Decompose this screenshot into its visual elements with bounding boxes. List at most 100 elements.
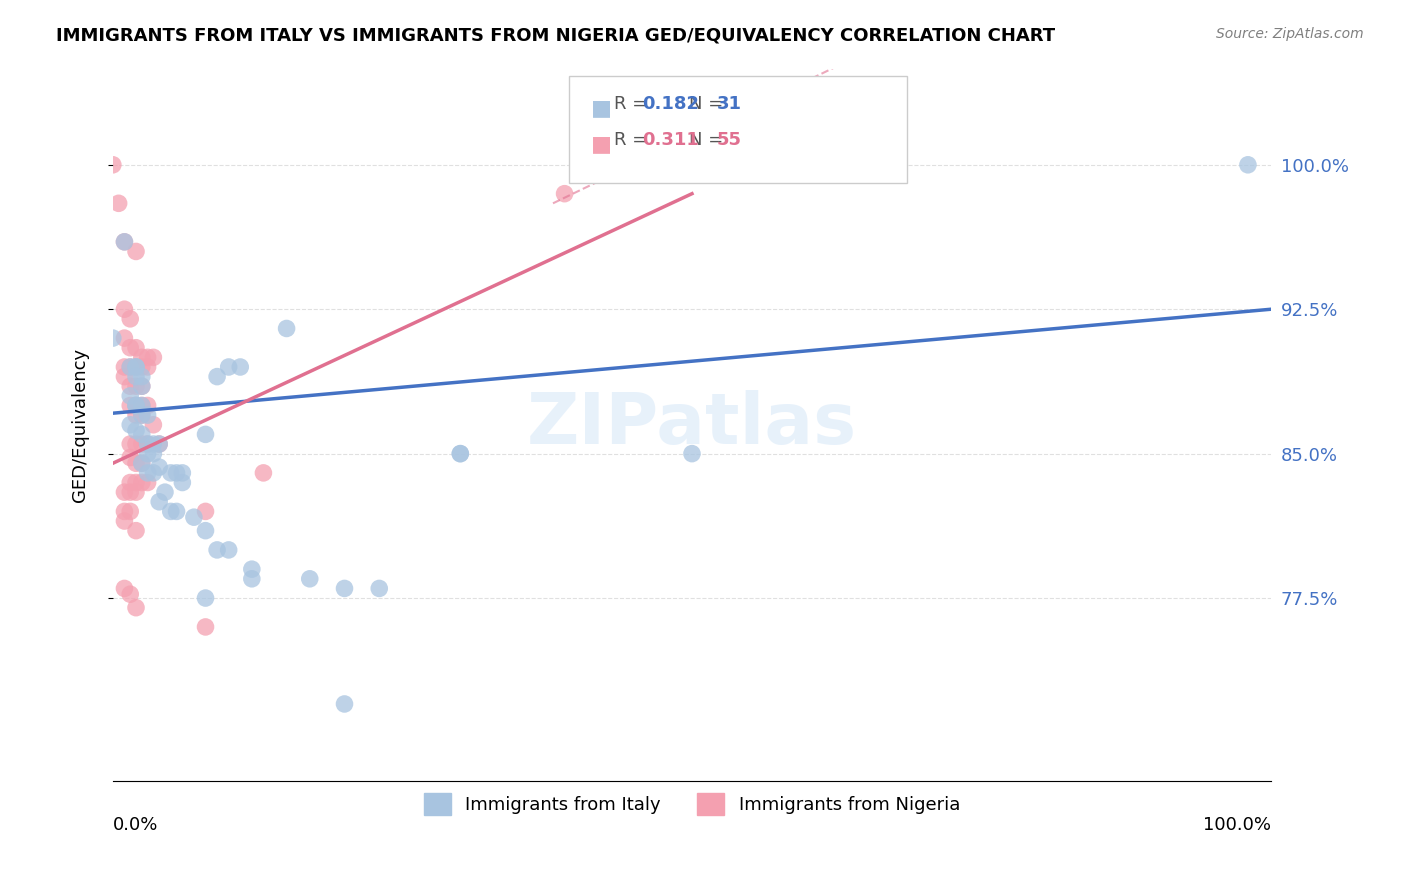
Immigrants from Italy	[172, 475, 194, 490]
Text: 0.311: 0.311	[643, 131, 699, 149]
Immigrants from Nigeria	[131, 351, 153, 365]
Immigrants from Nigeria	[114, 369, 136, 384]
Immigrants from Italy	[114, 235, 136, 249]
Immigrants from Italy	[229, 359, 252, 374]
Immigrants from Italy	[131, 369, 153, 384]
Immigrants from Italy	[205, 369, 228, 384]
Immigrants from Italy	[131, 427, 153, 442]
Text: 31: 31	[717, 95, 742, 113]
Immigrants from Italy	[194, 524, 217, 538]
Immigrants from Italy	[194, 591, 217, 605]
Text: ■: ■	[591, 134, 612, 153]
Immigrants from Italy	[142, 437, 165, 451]
Legend: Immigrants from Italy, Immigrants from Nigeria: Immigrants from Italy, Immigrants from N…	[416, 785, 967, 822]
Text: 0.0%: 0.0%	[112, 815, 159, 834]
Immigrants from Nigeria	[136, 399, 159, 413]
Immigrants from Italy	[194, 427, 217, 442]
Text: N =: N =	[689, 95, 728, 113]
Immigrants from Nigeria	[554, 186, 576, 201]
Immigrants from Italy	[125, 424, 148, 438]
Y-axis label: GED/Equivalency: GED/Equivalency	[72, 348, 89, 502]
Immigrants from Nigeria	[136, 437, 159, 451]
Immigrants from Italy	[240, 572, 263, 586]
Immigrants from Nigeria	[131, 456, 153, 470]
Immigrants from Nigeria	[125, 524, 148, 538]
Immigrants from Nigeria	[148, 437, 170, 451]
Immigrants from Italy	[153, 485, 176, 500]
Text: N =: N =	[689, 131, 728, 149]
Immigrants from Nigeria	[125, 244, 148, 259]
Immigrants from Nigeria	[136, 475, 159, 490]
Immigrants from Nigeria	[125, 456, 148, 470]
Immigrants from Nigeria	[131, 359, 153, 374]
Immigrants from Italy	[368, 582, 391, 596]
Immigrants from Italy	[240, 562, 263, 576]
Immigrants from Italy	[136, 447, 159, 461]
Immigrants from Italy	[142, 447, 165, 461]
Immigrants from Nigeria	[120, 504, 142, 518]
Immigrants from Nigeria	[125, 485, 148, 500]
Immigrants from Nigeria	[125, 475, 148, 490]
Immigrants from Nigeria	[125, 408, 148, 422]
Immigrants from Italy	[101, 331, 124, 345]
Immigrants from Italy	[125, 359, 148, 374]
Immigrants from Nigeria	[142, 351, 165, 365]
Immigrants from Nigeria	[120, 379, 142, 393]
Immigrants from Nigeria	[114, 514, 136, 528]
Text: Source: ZipAtlas.com: Source: ZipAtlas.com	[1216, 27, 1364, 41]
Immigrants from Nigeria	[114, 235, 136, 249]
Immigrants from Nigeria	[125, 341, 148, 355]
Immigrants from Italy	[120, 359, 142, 374]
Immigrants from Nigeria	[125, 379, 148, 393]
Immigrants from Nigeria	[131, 379, 153, 393]
Immigrants from Italy	[166, 504, 188, 518]
Immigrants from Nigeria	[136, 359, 159, 374]
Immigrants from Italy	[142, 466, 165, 480]
Text: 100.0%: 100.0%	[1204, 815, 1271, 834]
Immigrants from Italy	[218, 542, 240, 557]
Immigrants from Italy	[148, 460, 170, 475]
Immigrants from Nigeria	[120, 359, 142, 374]
Immigrants from Italy	[681, 447, 703, 461]
Immigrants from Italy	[131, 456, 153, 470]
Immigrants from Italy	[120, 417, 142, 432]
Immigrants from Nigeria	[120, 341, 142, 355]
Immigrants from Nigeria	[107, 196, 129, 211]
Immigrants from Nigeria	[114, 504, 136, 518]
Immigrants from Italy	[183, 510, 205, 524]
Immigrants from Nigeria	[125, 399, 148, 413]
Immigrants from Nigeria	[131, 475, 153, 490]
Immigrants from Nigeria	[114, 359, 136, 374]
Immigrants from Nigeria	[120, 475, 142, 490]
Immigrants from Italy	[333, 582, 356, 596]
Immigrants from Nigeria	[114, 485, 136, 500]
Immigrants from Italy	[131, 399, 153, 413]
Immigrants from Nigeria	[120, 437, 142, 451]
Text: ZIPatlas: ZIPatlas	[527, 391, 858, 459]
Immigrants from Italy	[148, 495, 170, 509]
Immigrants from Italy	[131, 408, 153, 422]
Immigrants from Italy	[298, 572, 321, 586]
Immigrants from Italy	[276, 321, 298, 335]
Text: 55: 55	[717, 131, 742, 149]
Immigrants from Nigeria	[120, 485, 142, 500]
Immigrants from Nigeria	[101, 158, 124, 172]
Immigrants from Nigeria	[120, 399, 142, 413]
Immigrants from Nigeria	[136, 351, 159, 365]
Immigrants from Italy	[159, 504, 181, 518]
Immigrants from Italy	[131, 379, 153, 393]
Immigrants from Nigeria	[131, 437, 153, 451]
Immigrants from Nigeria	[252, 466, 274, 480]
Immigrants from Italy	[1237, 158, 1260, 172]
Text: R =: R =	[614, 131, 654, 149]
Text: IMMIGRANTS FROM ITALY VS IMMIGRANTS FROM NIGERIA GED/EQUIVALENCY CORRELATION CHA: IMMIGRANTS FROM ITALY VS IMMIGRANTS FROM…	[56, 27, 1056, 45]
Immigrants from Italy	[136, 408, 159, 422]
Immigrants from Italy	[125, 369, 148, 384]
Immigrants from Italy	[449, 447, 471, 461]
Immigrants from Italy	[120, 389, 142, 403]
Immigrants from Italy	[136, 466, 159, 480]
Immigrants from Italy	[166, 466, 188, 480]
Immigrants from Nigeria	[120, 311, 142, 326]
Immigrants from Nigeria	[194, 504, 217, 518]
Immigrants from Italy	[136, 437, 159, 451]
